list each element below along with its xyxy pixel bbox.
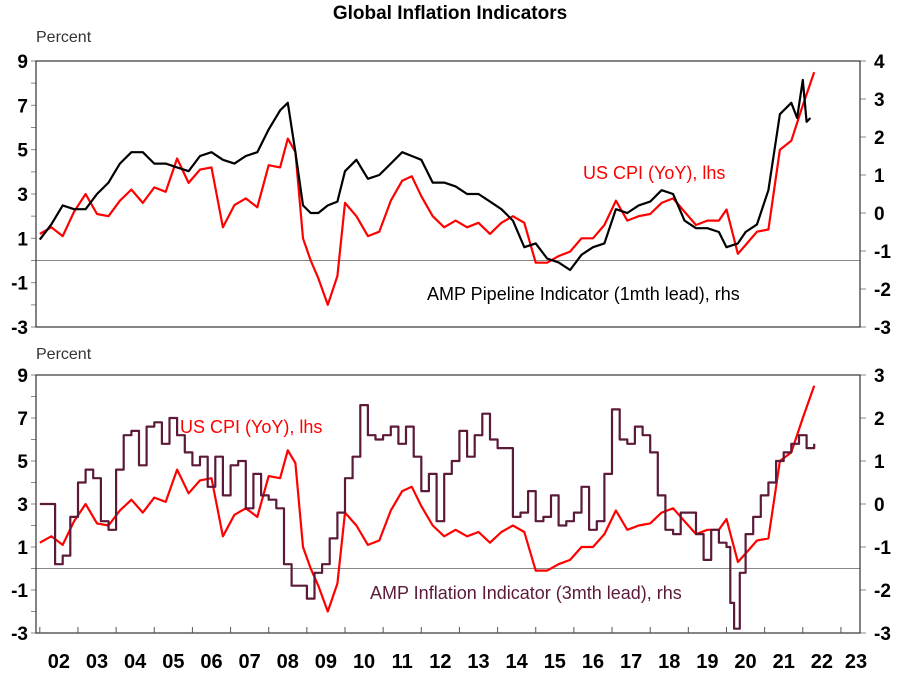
right-axis-tick-label: 1	[874, 166, 885, 187]
x-axis-tick-label: 22	[811, 651, 833, 673]
x-axis-tick-label: 20	[734, 651, 756, 673]
bottom-left-axis: 9 7 5 3 1 -1 -3	[11, 366, 36, 645]
x-axis-tick-label: 23	[845, 651, 867, 673]
right-axis-tick-label: -2	[874, 280, 891, 301]
bottom-series-group	[39, 385, 816, 630]
right-axis-tick-label: -3	[874, 318, 891, 339]
x-axis-tick-label: 21	[773, 651, 795, 673]
amp-pipeline-indicator-1mth-lead-rhs-line	[38, 78, 812, 272]
x-axis-tick-label: 06	[200, 651, 222, 673]
top-left-axis: 9 7 5 3 1 -1 -3	[11, 52, 36, 339]
amp-inflation-indicator-3mth-lead-rhs-line	[39, 404, 816, 630]
left-axis-tick-label: -1	[11, 581, 28, 602]
top-series-group	[38, 71, 816, 306]
x-axis-tick-label: 15	[544, 651, 566, 673]
bottom-plot-frame	[35, 374, 861, 634]
x-axis-tick-label: 13	[467, 651, 489, 673]
x-axis-tick-label: 12	[429, 651, 451, 673]
chart-title: Global Inflation Indicators	[333, 3, 567, 24]
left-axis-tick-label: 9	[17, 366, 28, 387]
x-axis: 02 03 04 05 06 07 08 09 10 11 12 13 14 15 16 17 18 19 20 21…	[39, 627, 867, 673]
left-axis-tick-label: -3	[11, 318, 28, 339]
right-axis-tick-label: -3	[874, 624, 891, 645]
left-axis-tick-label: 7	[17, 96, 28, 117]
left-axis-tick-label: 5	[17, 141, 28, 162]
x-axis-tick-label: 02	[48, 651, 70, 673]
left-axis-tick-label: 7	[17, 409, 28, 430]
right-axis-tick-label: 4	[874, 52, 885, 73]
right-axis-tick-label: -1	[874, 538, 891, 559]
x-axis-tick-label: 04	[124, 651, 147, 673]
left-axis-tick-label: 1	[17, 538, 28, 559]
right-axis-tick-label: 0	[874, 495, 885, 516]
x-axis-tick-label: 09	[315, 651, 337, 673]
x-axis-tick-label: 16	[582, 651, 604, 673]
bottom-left-axis-unit: Percent	[36, 346, 92, 363]
top-plot-frame	[35, 60, 861, 328]
left-axis-tick-label: -3	[11, 624, 28, 645]
x-axis-tick-label: 05	[162, 651, 184, 673]
x-axis-tick-label: 10	[353, 651, 375, 673]
right-axis-tick-label: 3	[874, 90, 885, 111]
left-axis-tick-label: 5	[17, 452, 28, 473]
left-axis-tick-label: 9	[17, 52, 28, 73]
right-axis-tick-label: -2	[874, 581, 891, 602]
left-axis-tick-label: 1	[17, 229, 28, 250]
left-axis-tick-label: 3	[17, 185, 28, 206]
top-legend-amp-pipeline: AMP Pipeline Indicator (1mth lead), rhs	[427, 284, 740, 304]
bottom-legend-amp-inflation: AMP Inflation Indicator (3mth lead), rhs	[370, 583, 682, 603]
top-panel: Percent 9 7 5 3 1 -1 -3 4 3 2 1 0 -1 -2 -3 US CPI (Yo…	[11, 29, 891, 339]
x-axis-tick-label: 07	[239, 651, 261, 673]
right-axis-tick-label: 3	[874, 366, 885, 387]
bottom-legend-us-cpi: US CPI (YoY), lhs	[180, 417, 322, 437]
us-cpi-yoy-lhs-line	[39, 385, 816, 613]
x-axis-tick-label: 17	[620, 651, 642, 673]
x-axis-tick-label: 11	[392, 651, 413, 673]
bottom-right-axis: 3 2 1 0 -1 -2 -3	[860, 366, 891, 645]
bottom-panel: Percent 9 7 5 3 1 -1 -3 3 2 1 0 -1 -2 -3 US CPI (YoY…	[11, 346, 891, 645]
right-axis-tick-label: 2	[874, 128, 885, 149]
us-cpi-yoy-lhs-line	[39, 71, 816, 306]
right-axis-tick-label: 1	[874, 452, 885, 473]
top-right-axis: 4 3 2 1 0 -1 -2 -3	[860, 52, 891, 339]
top-left-axis-unit: Percent	[36, 29, 92, 46]
x-axis-tick-label: 19	[696, 651, 718, 673]
right-axis-tick-label: 2	[874, 409, 885, 430]
x-axis-tick-label: 18	[658, 651, 680, 673]
right-axis-tick-label: -1	[874, 242, 891, 263]
x-axis-tick-label: 08	[277, 651, 299, 673]
right-axis-tick-label: 0	[874, 204, 885, 225]
left-axis-tick-label: 3	[17, 495, 28, 516]
left-axis-tick-label: -1	[11, 274, 28, 295]
x-axis-tick-label: 14	[506, 651, 529, 673]
top-legend-us-cpi: US CPI (YoY), lhs	[583, 163, 725, 183]
x-axis-tick-label: 03	[86, 651, 108, 673]
